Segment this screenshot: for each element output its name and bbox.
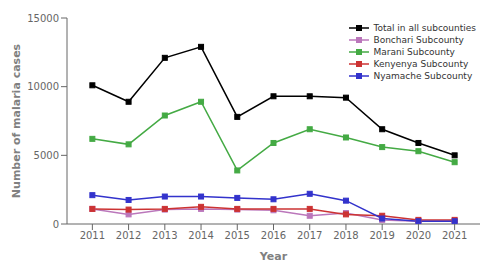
- svg-text:0: 0: [53, 219, 59, 230]
- svg-text:10000: 10000: [27, 81, 59, 92]
- svg-text:2019: 2019: [369, 230, 394, 241]
- html-text:Kenyenya Subcounty: Kenyenya Subcounty: [373, 59, 469, 69]
- svg-text:2012: 2012: [116, 230, 141, 241]
- html-text:Total in all subcounties: Total in all subcounties: [373, 23, 476, 33]
- svg-text:2011: 2011: [80, 230, 105, 241]
- svg-text:2013: 2013: [152, 230, 177, 241]
- svg-text:2014: 2014: [188, 230, 213, 241]
- svg-text:5000: 5000: [34, 150, 59, 161]
- svg-text:2018: 2018: [333, 230, 358, 241]
- svg-text:2016: 2016: [261, 230, 286, 241]
- svg-text:2021: 2021: [442, 230, 467, 241]
- svg-text:15000: 15000: [27, 13, 59, 24]
- svg-text:2017: 2017: [297, 230, 322, 241]
- html-text:Nyamache Subcounty: Nyamache Subcounty: [373, 71, 473, 81]
- svg-text:2015: 2015: [225, 230, 250, 241]
- svg-text:2020: 2020: [406, 230, 431, 241]
- html-text:Marani Subcounty: Marani Subcounty: [373, 47, 455, 57]
- svg-text:Year: Year: [259, 250, 288, 263]
- svg-text:Number of malaria cases: Number of malaria cases: [10, 43, 23, 198]
- html-text:Bonchari Subcounty: Bonchari Subcounty: [373, 35, 464, 45]
